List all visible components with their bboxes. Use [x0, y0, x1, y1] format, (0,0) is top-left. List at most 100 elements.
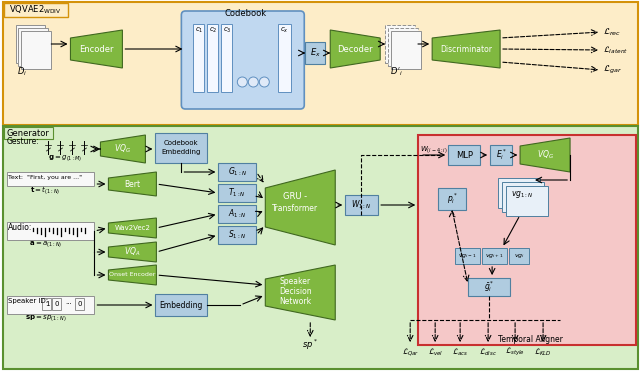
FancyBboxPatch shape	[15, 25, 45, 63]
FancyBboxPatch shape	[218, 205, 256, 223]
FancyBboxPatch shape	[193, 24, 204, 92]
FancyBboxPatch shape	[218, 163, 256, 181]
Polygon shape	[100, 135, 145, 163]
Text: $S_{1:N}$: $S_{1:N}$	[228, 229, 246, 241]
FancyBboxPatch shape	[156, 294, 207, 316]
Text: Discriminator: Discriminator	[440, 45, 492, 54]
Polygon shape	[266, 265, 335, 320]
FancyBboxPatch shape	[22, 31, 51, 69]
Text: $\mathcal{L}_{style}$: $\mathcal{L}_{style}$	[505, 346, 525, 358]
Text: $\mathcal{L}_{acs}$: $\mathcal{L}_{acs}$	[452, 346, 468, 358]
Circle shape	[259, 77, 269, 87]
Text: Audio:: Audio:	[8, 222, 32, 231]
Text: $c_1$: $c_1$	[195, 25, 203, 35]
Text: $\mathbf{a} = a_{(1:N)}$: $\mathbf{a} = a_{(1:N)}$	[29, 239, 62, 249]
Text: $\mathbf{sp} = sp_{(1:N)}$: $\mathbf{sp} = sp_{(1:N)}$	[25, 313, 67, 323]
Text: $sp^*$: $sp^*$	[302, 338, 318, 352]
Circle shape	[248, 77, 259, 87]
FancyBboxPatch shape	[76, 298, 84, 310]
Polygon shape	[108, 172, 156, 196]
Text: Embedding: Embedding	[160, 301, 203, 310]
Text: 0: 0	[54, 301, 60, 307]
Text: $vg_{i+1}$: $vg_{i+1}$	[485, 252, 504, 260]
Polygon shape	[432, 30, 500, 68]
Polygon shape	[70, 30, 122, 68]
FancyBboxPatch shape	[6, 222, 95, 240]
FancyBboxPatch shape	[385, 25, 415, 63]
Text: $vg_i$: $vg_i$	[514, 252, 525, 260]
FancyBboxPatch shape	[498, 178, 540, 208]
Text: $\mathbf{g} = g_{(1:M)}$: $\mathbf{g} = g_{(1:M)}$	[48, 153, 83, 163]
Text: $A_{1:N}$: $A_{1:N}$	[228, 208, 246, 220]
Text: Gesture:: Gesture:	[6, 137, 39, 145]
FancyBboxPatch shape	[388, 28, 418, 66]
Text: ···: ···	[65, 301, 72, 307]
Text: $\mathcal{L}_{vel}$: $\mathcal{L}_{vel}$	[428, 346, 443, 358]
Text: $D'_i$: $D'_i$	[390, 66, 403, 78]
FancyBboxPatch shape	[221, 24, 232, 92]
FancyBboxPatch shape	[6, 296, 95, 314]
FancyBboxPatch shape	[448, 145, 480, 165]
Text: Network: Network	[279, 298, 311, 307]
FancyBboxPatch shape	[455, 248, 480, 264]
Text: Codebook: Codebook	[164, 140, 198, 146]
FancyBboxPatch shape	[468, 278, 510, 296]
FancyBboxPatch shape	[438, 188, 466, 210]
Circle shape	[237, 77, 247, 87]
Polygon shape	[266, 170, 335, 245]
FancyBboxPatch shape	[218, 226, 256, 244]
Text: $VQ_G$: $VQ_G$	[536, 149, 554, 161]
FancyBboxPatch shape	[391, 31, 421, 69]
Text: $vg_{1:N}$: $vg_{1:N}$	[511, 189, 533, 199]
FancyBboxPatch shape	[3, 2, 638, 125]
Text: GRU -: GRU -	[284, 192, 307, 201]
Polygon shape	[108, 218, 156, 238]
Text: Transformer: Transformer	[272, 203, 318, 212]
Text: Codebook: Codebook	[224, 9, 266, 17]
Text: $\mathcal{L}_{KLD}$: $\mathcal{L}_{KLD}$	[534, 346, 552, 358]
Text: Speaker: Speaker	[280, 278, 311, 286]
Text: Temporal Aligner: Temporal Aligner	[498, 336, 563, 344]
FancyBboxPatch shape	[3, 126, 638, 369]
Text: Decision: Decision	[279, 288, 312, 296]
FancyBboxPatch shape	[490, 145, 512, 165]
Text: Speaker ID:: Speaker ID:	[8, 298, 47, 304]
Polygon shape	[108, 242, 156, 262]
Text: $\mathbf{t} = t_{(1:N)}$: $\mathbf{t} = t_{(1:N)}$	[30, 184, 61, 196]
FancyBboxPatch shape	[207, 24, 218, 92]
FancyBboxPatch shape	[6, 172, 95, 186]
FancyBboxPatch shape	[3, 3, 68, 17]
Text: $\mathcal{L}_{gar}$: $\mathcal{L}_{gar}$	[603, 64, 622, 76]
FancyBboxPatch shape	[509, 248, 529, 264]
Text: $W_{(i-4:i)}$: $W_{(i-4:i)}$	[420, 145, 448, 155]
FancyBboxPatch shape	[181, 11, 304, 109]
Text: $\mathcal{L}_{Qar}$: $\mathcal{L}_{Qar}$	[401, 346, 419, 358]
FancyBboxPatch shape	[305, 42, 325, 64]
FancyBboxPatch shape	[502, 182, 544, 212]
FancyBboxPatch shape	[418, 135, 636, 345]
Text: Generator: Generator	[6, 128, 49, 138]
Polygon shape	[520, 138, 570, 172]
Polygon shape	[108, 265, 156, 285]
Text: 0: 0	[77, 301, 82, 307]
FancyBboxPatch shape	[506, 186, 548, 216]
Text: $E^*_i$: $E^*_i$	[495, 148, 507, 163]
Text: $c_x$: $c_x$	[280, 25, 289, 35]
Text: Encoder: Encoder	[79, 45, 114, 54]
FancyBboxPatch shape	[218, 184, 256, 202]
Text: Wav2Vec2: Wav2Vec2	[115, 225, 150, 231]
Text: $\mathcal{L}_{latent}$: $\mathcal{L}_{latent}$	[603, 44, 628, 56]
Text: Onset Encoder: Onset Encoder	[109, 273, 156, 278]
Text: $\mathcal{L}_{rec}$: $\mathcal{L}_{rec}$	[603, 26, 621, 38]
Text: $E_x$: $E_x$	[310, 47, 321, 59]
Text: $G_{1:N}$: $G_{1:N}$	[228, 166, 247, 178]
Text: $c_2$: $c_2$	[209, 25, 217, 35]
Text: $T_{1:N}$: $T_{1:N}$	[228, 187, 246, 199]
Text: Text:  "First, you are ...": Text: "First, you are ..."	[8, 174, 82, 180]
Text: MLP: MLP	[456, 151, 473, 160]
Text: $D_i$: $D_i$	[17, 66, 28, 78]
FancyBboxPatch shape	[3, 127, 54, 139]
FancyBboxPatch shape	[482, 248, 507, 264]
Text: $p^*_i$: $p^*_i$	[447, 192, 458, 206]
Text: Decoder: Decoder	[337, 45, 373, 54]
